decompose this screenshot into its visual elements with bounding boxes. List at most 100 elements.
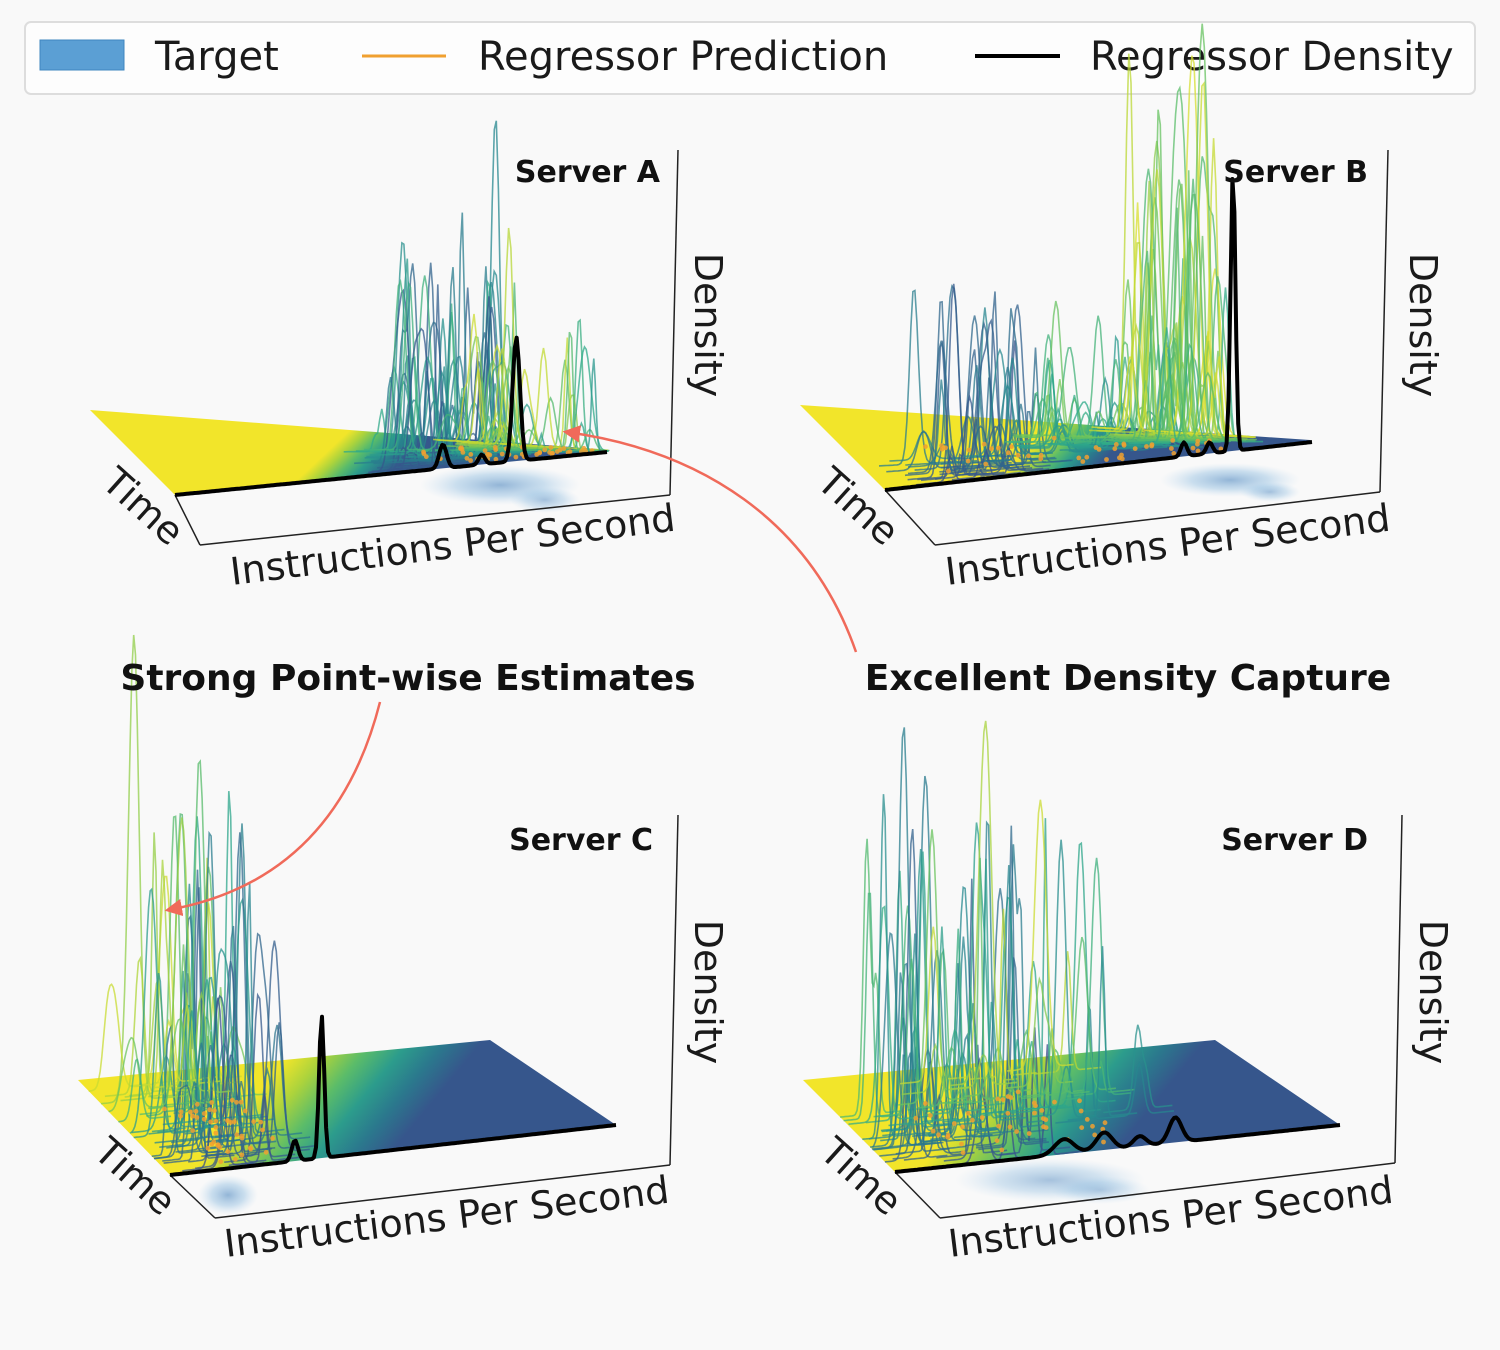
target-ridge-line (1068, 376, 1142, 452)
prediction-point (205, 1145, 211, 1151)
prediction-point (1149, 443, 1154, 449)
prediction-point (201, 1116, 207, 1122)
prediction-point (225, 1149, 231, 1154)
prediction-point (960, 1150, 966, 1156)
target-ridge-line (146, 813, 215, 1117)
annotation-left: Strong Point-wise Estimates (120, 658, 695, 699)
target-ridge-line (453, 296, 525, 466)
prediction-point (1015, 452, 1021, 458)
target-ridge-line (188, 994, 260, 1163)
target-ridge-line (961, 423, 1033, 468)
target-ridge-line (884, 829, 948, 1163)
legend-target-patch (39, 39, 125, 71)
prediction-point (1005, 450, 1011, 456)
target-ridge-line (135, 1018, 203, 1087)
time-axis-line (894, 1171, 941, 1219)
target-ridges (343, 120, 610, 474)
prediction-point (561, 446, 567, 451)
target-ridge-line (118, 1058, 172, 1123)
prediction-point (960, 1124, 965, 1130)
panel-server-b: Server B Density Time Instructions Per S… (800, 23, 1445, 594)
prediction-point (1005, 1110, 1011, 1116)
target-ridge-line (100, 634, 167, 1105)
prediction-point (923, 444, 928, 449)
target-ridge-line (939, 349, 1010, 476)
prediction-point (1100, 1126, 1106, 1132)
target-ridge-line (950, 720, 1018, 1087)
prediction-point (231, 1119, 237, 1125)
ips-axis-line (934, 491, 1381, 546)
target-ridge-line (401, 321, 474, 466)
target-ridge-line (104, 955, 172, 1098)
target-ridge-line (148, 817, 216, 1098)
target-ridge-line (1096, 322, 1177, 436)
regressor-density-curve (169, 1014, 617, 1177)
prediction-point (421, 451, 427, 457)
prediction-point (1000, 1097, 1006, 1102)
panel-title: Server D (1221, 823, 1368, 858)
prediction-point (1092, 1132, 1098, 1138)
target-ridge-line (953, 820, 1024, 1139)
prediction-point (212, 1108, 217, 1113)
target-ridge-line (1014, 373, 1090, 447)
prediction-point (258, 1119, 264, 1125)
prediction-point (464, 455, 470, 461)
target-ridge-line (848, 905, 918, 1125)
legend-frame (24, 21, 1476, 95)
target-ridge-line (886, 430, 958, 473)
prediction-point (194, 1115, 200, 1120)
regressor-density-curve (884, 177, 1313, 492)
prediction-point (936, 1132, 941, 1138)
arrow-to-server-a (562, 425, 858, 653)
prediction-point (1078, 1108, 1084, 1114)
target-ridge-line (154, 883, 225, 1144)
prediction-point (1077, 1098, 1082, 1104)
prediction-point (263, 1149, 269, 1155)
ips-axis-label: Instructions Per Second (943, 496, 1393, 594)
target-ridge-line (182, 997, 254, 1172)
density-axis-line (1379, 149, 1389, 493)
prediction-point (513, 454, 519, 460)
prediction-point (193, 1108, 199, 1114)
target-ridge-line (951, 448, 1021, 481)
prediction-point (547, 450, 552, 455)
target-ridge-line (222, 932, 294, 1156)
target-ridge-line (978, 957, 1049, 1151)
prediction-point (1090, 1123, 1095, 1129)
prediction-point (1084, 1117, 1090, 1122)
target-ridge-line (917, 1045, 986, 1109)
density-axis-line (669, 149, 679, 496)
target-ridge-line (899, 926, 967, 1085)
target-ridge-line (997, 1041, 1067, 1113)
prediction-point (1038, 452, 1044, 458)
prediction-point (970, 1117, 975, 1123)
prediction-point (229, 1097, 235, 1103)
prediction-point (1119, 452, 1124, 458)
target-density-shadow (1050, 1176, 1150, 1204)
prediction-point (178, 1113, 184, 1119)
target-ridge-line (1067, 946, 1138, 1121)
prediction-point (190, 1128, 196, 1133)
prediction-point (1132, 446, 1138, 451)
target-ridge-line (898, 829, 966, 1106)
prediction-point (239, 1133, 245, 1139)
prediction-point (995, 445, 1001, 451)
prediction-point (1041, 1124, 1046, 1130)
prediction-point (557, 447, 563, 453)
prediction-point (239, 1152, 245, 1158)
target-ridge-line (878, 289, 951, 467)
arrow-to-server-c (164, 701, 382, 917)
target-ridge-line (934, 394, 1005, 480)
target-density-shadow (1240, 482, 1300, 502)
target-ridge-line (939, 315, 1010, 473)
prediction-point (1051, 435, 1057, 441)
prediction-point (542, 447, 548, 453)
prediction-point (487, 452, 493, 458)
target-ridge-line (930, 1032, 1001, 1141)
target-ridge-line (540, 318, 609, 452)
prediction-point (913, 1115, 919, 1121)
target-ridge-line (1004, 397, 1081, 443)
prediction-point (951, 1121, 957, 1126)
target-ridge-line (438, 336, 518, 449)
prediction-point (965, 458, 971, 464)
